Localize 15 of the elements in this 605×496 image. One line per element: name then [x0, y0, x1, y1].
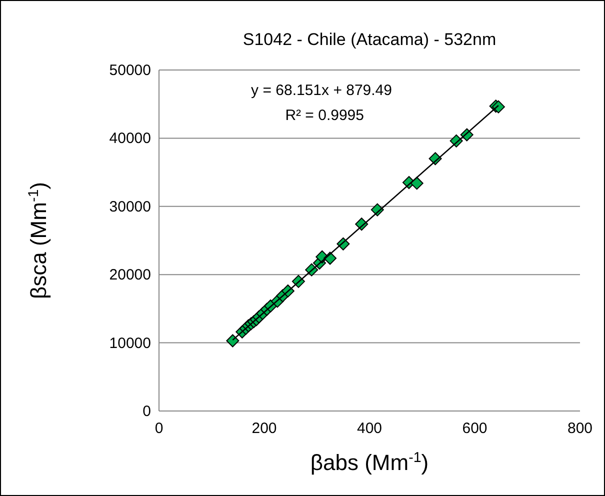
annotation: y = 68.151x + 879.49 [251, 82, 392, 99]
y-tick-label: 0 [142, 403, 151, 420]
x-tick-label: 800 [567, 420, 593, 437]
y-tick-label: 30000 [109, 198, 151, 216]
x-tick-label: 0 [154, 420, 164, 437]
x-tick-label: 400 [356, 420, 382, 437]
y-tick-label: 40000 [109, 130, 151, 148]
y-tick-label: 10000 [109, 334, 151, 352]
annotation: R² = 0.9995 [285, 107, 364, 124]
x-tick-label: 200 [252, 420, 277, 437]
x-axis-title: βabs (Mm$^{-1}$) [310, 450, 429, 475]
y-tick-label: 50000 [109, 62, 151, 79]
chart-title: S1042 - Chile (Atacama) - 532nm [242, 30, 496, 49]
x-tick-label: 600 [462, 420, 488, 437]
y-tick-label: 20000 [109, 266, 151, 284]
